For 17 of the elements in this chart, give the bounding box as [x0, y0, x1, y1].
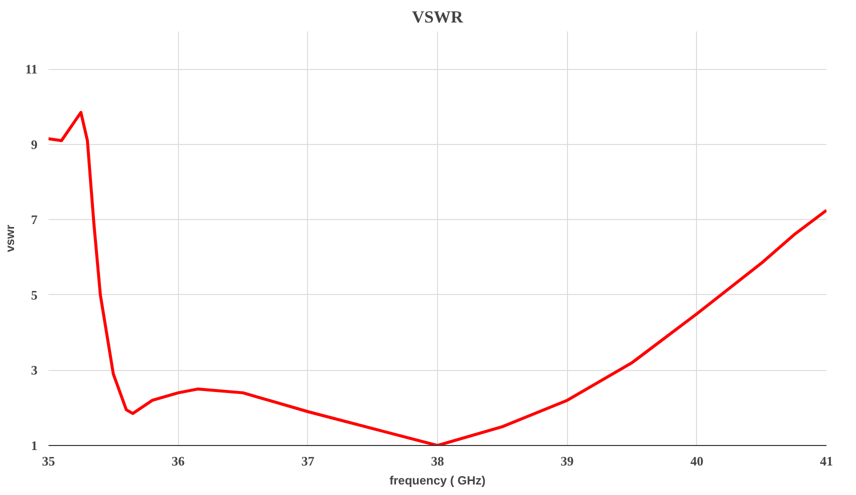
y-axis-title: vswr — [3, 224, 18, 252]
x-tick-label: 36 — [172, 454, 186, 468]
y-tick-label: 7 — [31, 212, 38, 228]
x-tick-label: 40 — [690, 454, 704, 468]
y-tick-label: 5 — [31, 287, 38, 302]
x-tick-label: 39 — [560, 454, 574, 468]
y-tick-label: 9 — [31, 136, 38, 152]
x-tick-label: 38 — [431, 454, 444, 468]
y-tick-label: 1 — [31, 438, 38, 453]
y-tick-label: 3 — [31, 362, 38, 378]
y-tick-label: 11 — [25, 62, 38, 77]
x-tick-label: 41 — [820, 454, 833, 468]
x-axis-title: frequency ( GHz) — [389, 474, 486, 488]
chart-title: VSWR — [412, 8, 464, 26]
line-series — [48, 110, 826, 446]
x-tick-label: 35 — [42, 454, 56, 468]
x-tick-label: 37 — [301, 454, 315, 468]
